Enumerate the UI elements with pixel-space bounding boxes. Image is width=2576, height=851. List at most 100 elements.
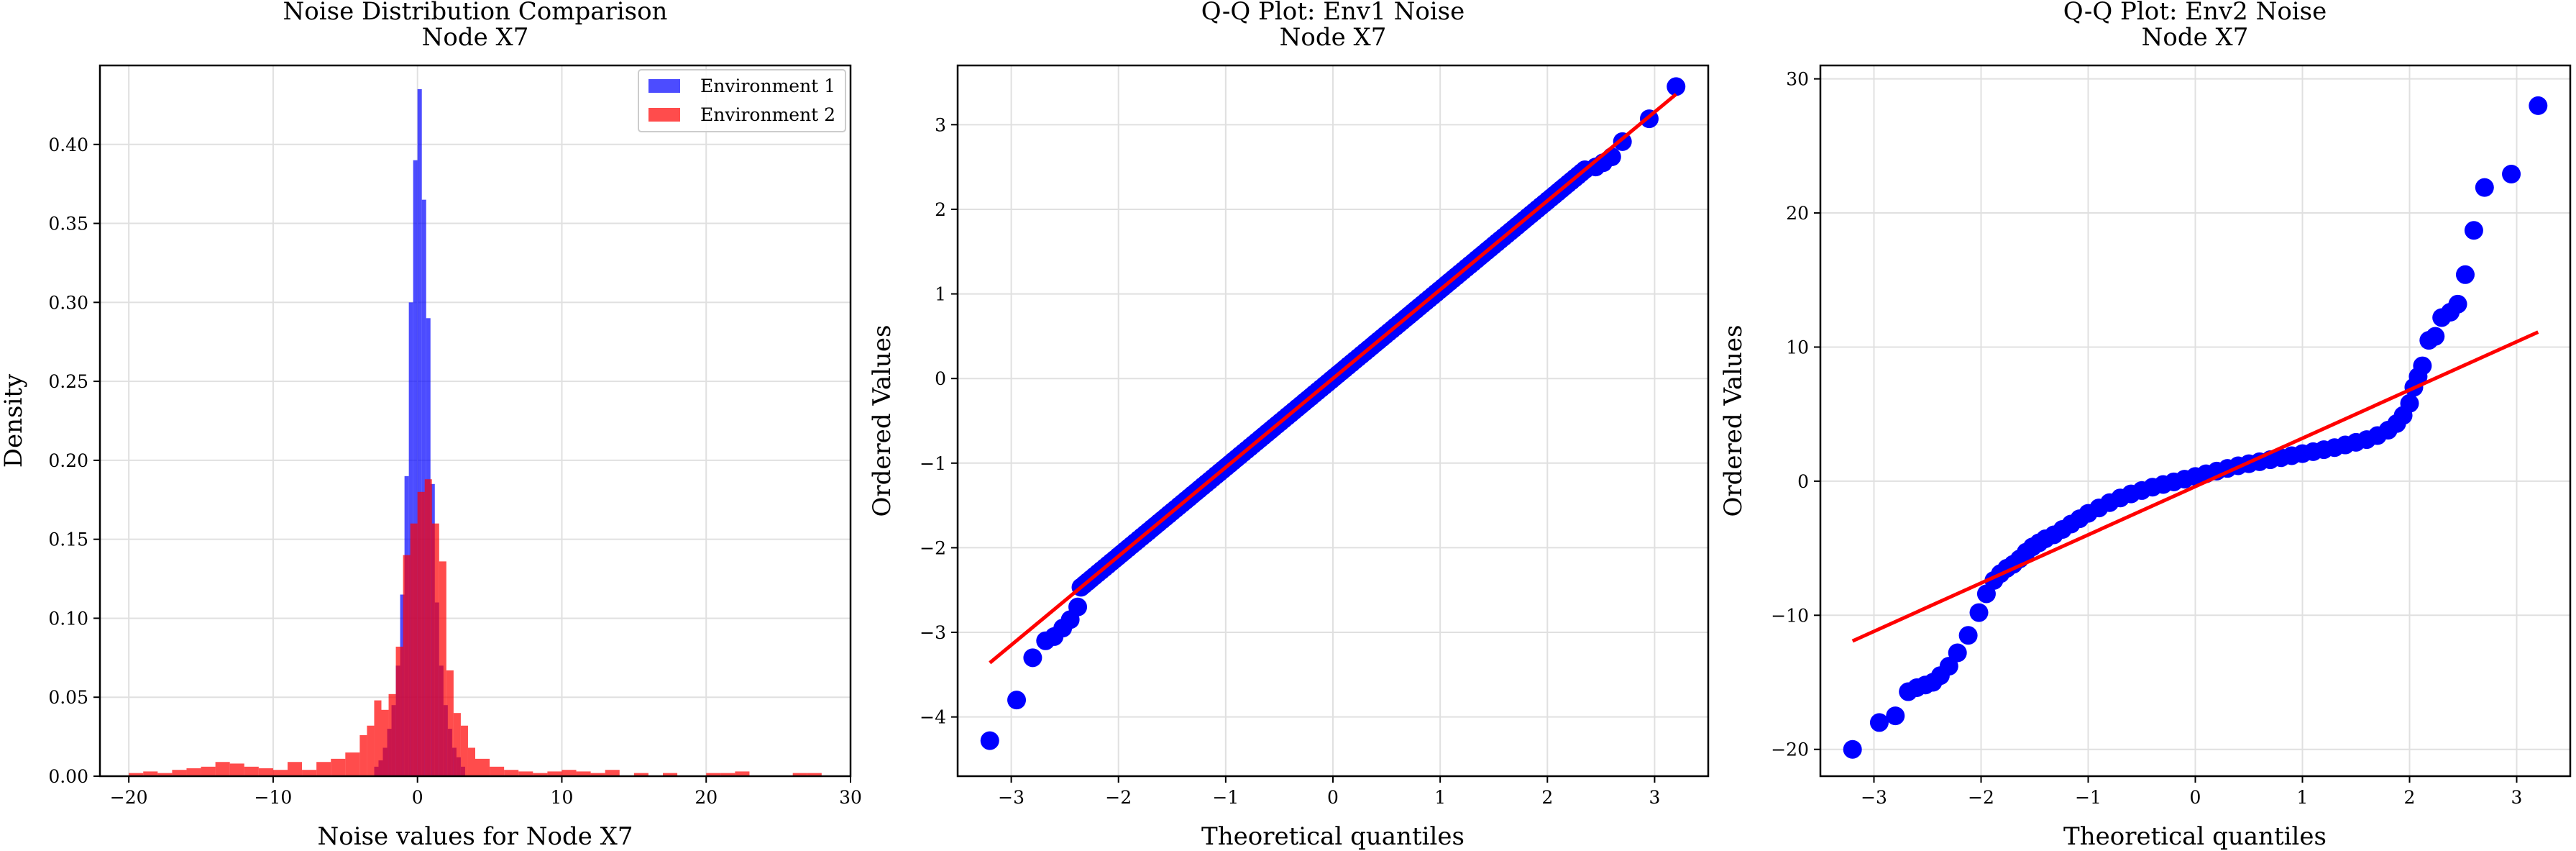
histogram-bar (374, 700, 382, 776)
histogram-bar (172, 770, 187, 776)
y-tick-label: 0.10 (48, 608, 88, 629)
y-tick-label: 1 (935, 284, 946, 305)
y-tick-label: 0.35 (48, 214, 88, 235)
histogram-bar (417, 88, 422, 776)
qq-point (1886, 706, 1905, 726)
x-tick-label: −2 (1968, 787, 1994, 808)
histogram-bar (395, 646, 403, 776)
qq-point (1939, 657, 1958, 676)
qq1-xlabel: Theoretical quantiles (1201, 822, 1465, 851)
histogram-bar (367, 725, 375, 776)
histogram-bar (186, 768, 201, 776)
histogram-bar (403, 555, 411, 776)
qq-point (2502, 164, 2521, 183)
histogram-bar (417, 491, 425, 776)
hist-title: Noise Distribution Comparison (283, 0, 668, 26)
histogram-bar (215, 762, 230, 776)
hist-ticks: −20 −10 0 10 20 30 0.00 0.05 0.10 0.15 0.20 0.25 0.3… (48, 135, 862, 808)
x-tick-label: −3 (1861, 787, 1887, 808)
y-tick-label: 0 (935, 368, 946, 389)
histogram-bar (431, 523, 439, 776)
histogram-bar (229, 763, 244, 776)
x-tick-label: −10 (255, 787, 293, 808)
x-tick-label: 0 (412, 787, 423, 808)
qq2-axes-frame (1819, 64, 2572, 778)
y-tick-label: 3 (935, 114, 946, 135)
qq-point (1958, 626, 1978, 645)
histogram-bar (460, 725, 468, 776)
y-tick-label: −3 (920, 622, 946, 643)
histogram-bar (518, 771, 533, 776)
y-tick-label: −20 (1771, 739, 1809, 760)
y-tick-label: 0.25 (48, 371, 88, 392)
qq-point (2464, 221, 2483, 240)
legend-frame (638, 69, 846, 132)
qq2-title: Q-Q Plot: Env2 Noise (2063, 0, 2327, 26)
legend-swatch-env2 (648, 108, 680, 122)
y-tick-label: 2 (935, 199, 946, 220)
x-tick-label: 1 (1434, 787, 1446, 808)
histogram-bar (807, 773, 822, 776)
qq-point (2400, 393, 2419, 413)
x-tick-label: −20 (110, 787, 148, 808)
y-tick-label: 0.30 (48, 292, 88, 313)
qq-point (1007, 691, 1027, 710)
y-tick-label: 0.00 (48, 766, 88, 787)
histogram-bar (201, 766, 216, 776)
qq-point (2529, 96, 2548, 115)
histogram-bar (424, 479, 432, 776)
qq-point (2413, 356, 2432, 376)
qq-point (1843, 739, 1862, 759)
x-tick-label: 2 (1541, 787, 1553, 808)
qq-point (1969, 603, 1989, 622)
x-tick-label: −1 (2075, 787, 2101, 808)
histogram-bar (590, 773, 605, 776)
qq1-title: Q-Q Plot: Env1 Noise (1201, 0, 1465, 26)
qq-point (1948, 643, 1967, 663)
hist-ylabel: Density (0, 373, 28, 468)
histogram-bar (388, 693, 396, 776)
y-tick-label: 0.20 (48, 450, 88, 471)
histogram-bar (258, 768, 273, 776)
histogram-bar (490, 766, 505, 776)
qq-fit-line (989, 93, 1677, 665)
histogram-bar (359, 734, 367, 776)
qq1-ylabel: Ordered Values (868, 324, 897, 516)
histogram-bar (562, 770, 577, 776)
histogram-bar (288, 762, 303, 776)
histogram-bar (735, 771, 750, 776)
x-tick-label: 20 (695, 787, 718, 808)
qq1-points (980, 77, 1686, 750)
histogram-bar (410, 523, 418, 776)
qq-env2-panel: Q-Q Plot: Env2 Noise Node X7 −3 −2 −1 0 1 2 3−… (1719, 0, 2572, 851)
legend-swatch-env1 (648, 79, 680, 93)
qq-point (1602, 147, 1621, 167)
histogram-bar (272, 770, 288, 776)
y-tick-label: −2 (920, 537, 946, 558)
histogram-panel: Noise Distribution Comparison Node X7 −2… (0, 0, 862, 851)
qq-point (2426, 327, 2445, 346)
histogram-bar (331, 758, 346, 776)
histogram-bar (792, 773, 807, 776)
histogram-bar (663, 773, 678, 776)
legend-label-env1: Environment 1 (700, 76, 835, 96)
qq-point (1068, 597, 1088, 616)
x-tick-label: 2 (2404, 787, 2416, 808)
histogram-bar (547, 771, 562, 776)
histogram-bar (421, 199, 426, 777)
qq2-subtitle: Node X7 (2142, 23, 2249, 52)
x-tick-label: 30 (839, 787, 862, 808)
histogram-bar (381, 709, 389, 776)
qq2-ylabel: Ordered Values (1719, 324, 1748, 516)
histogram-bar (533, 773, 548, 776)
y-tick-label: −10 (1771, 605, 1809, 626)
y-tick-label: 20 (1786, 203, 1809, 224)
qq1-ticks: −3 −2 −1 0 1 2 3 −4 −3 −2 −1 0 1 2 3 (920, 114, 1660, 808)
qq-env1-panel: Q-Q Plot: Env1 Noise Node X7 −3 −2 −1 0 1 2 3−… (868, 0, 1710, 851)
hist-grid (100, 65, 851, 777)
qq1-subtitle: Node X7 (1280, 23, 1387, 52)
y-tick-label: 10 (1786, 337, 1809, 358)
hist-bars (129, 88, 822, 777)
histogram-bar (706, 773, 721, 776)
